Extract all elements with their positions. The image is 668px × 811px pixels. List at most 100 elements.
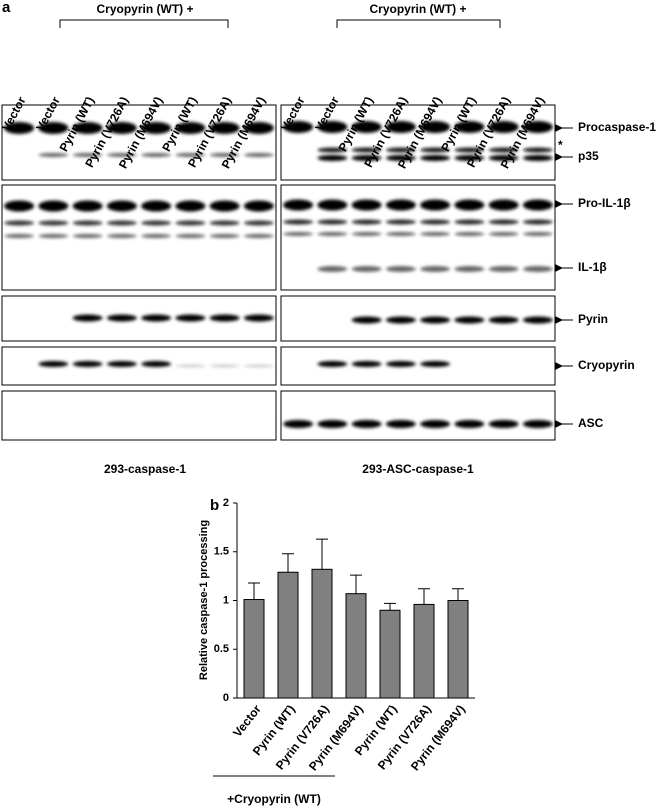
band [488,219,519,225]
band [351,361,382,367]
blot-label: Procaspase-1 [578,120,656,134]
band [106,122,137,134]
band [420,420,451,428]
bar [447,600,469,699]
band [4,234,35,238]
band [283,219,314,225]
band [141,153,172,157]
group-label: +Cryopyrin (WT) [227,792,321,806]
band [106,200,137,212]
band [522,420,553,428]
band [454,232,485,236]
band [317,266,348,272]
band [317,121,348,133]
error-bar [452,588,464,601]
band [243,200,274,212]
band [72,234,103,238]
band [209,153,240,157]
band [351,316,382,324]
cell-line-label: 293-ASC-caspase-1 [362,462,474,476]
blots [1,104,556,441]
band [175,122,206,134]
band [283,232,314,236]
group-label: Cryopyrin (WT) + [96,2,193,16]
band [209,220,240,226]
band [351,420,382,428]
bar [277,571,299,699]
error-bar [316,538,328,570]
panel-label: a [2,0,11,16]
band [522,219,553,225]
band [72,200,103,212]
band [317,147,348,153]
band [209,364,240,368]
band [72,122,103,134]
band [420,199,451,211]
band [522,199,553,211]
blot [280,184,556,291]
band [317,361,348,367]
group-label: Cryopyrin (WT) + [369,2,466,16]
band [351,155,382,161]
band [488,121,519,133]
band [317,232,348,236]
band [385,361,416,367]
band [38,220,69,226]
band [385,232,416,236]
y-tick-label: 1.5 [214,546,229,558]
error-bar [282,553,294,573]
band [317,420,348,428]
band [283,121,314,133]
band [72,153,103,157]
band [317,219,348,225]
bar [243,599,265,699]
bar [311,568,333,699]
y-tick-label: 0.5 [214,643,229,655]
band [38,153,69,157]
band [106,153,137,157]
y-tick-label: 1 [223,594,229,606]
band [209,234,240,238]
band [385,219,416,225]
band [488,316,519,324]
blot-label: Cryopyrin [578,358,635,372]
blot-label: * [558,138,563,152]
error-bar [350,574,362,594]
band [209,200,240,212]
band [385,420,416,428]
band [420,219,451,225]
band [522,316,553,324]
band [385,266,416,272]
blot [1,390,277,441]
band [488,147,519,153]
band [488,232,519,236]
band [141,122,172,134]
band [351,266,382,272]
x-tick-label: Vector [230,702,264,740]
band [4,220,35,226]
band [351,199,382,211]
band [283,199,314,211]
blot [1,104,277,181]
band [420,361,451,367]
band [72,220,103,226]
band [488,420,519,428]
band [454,199,485,211]
band [106,220,137,226]
bar [413,603,435,699]
blot-label: Pyrin [578,312,608,326]
band [385,155,416,161]
band [141,361,172,367]
band [522,121,553,133]
band [420,232,451,236]
band [454,219,485,225]
y-tick-label: 2 [223,497,229,509]
blot [280,346,556,386]
y-axis-label: Relative caspase-1 processing [198,520,210,680]
band [4,122,35,134]
band [454,316,485,324]
error-bar [248,582,260,600]
band [106,234,137,238]
bar [379,609,401,699]
